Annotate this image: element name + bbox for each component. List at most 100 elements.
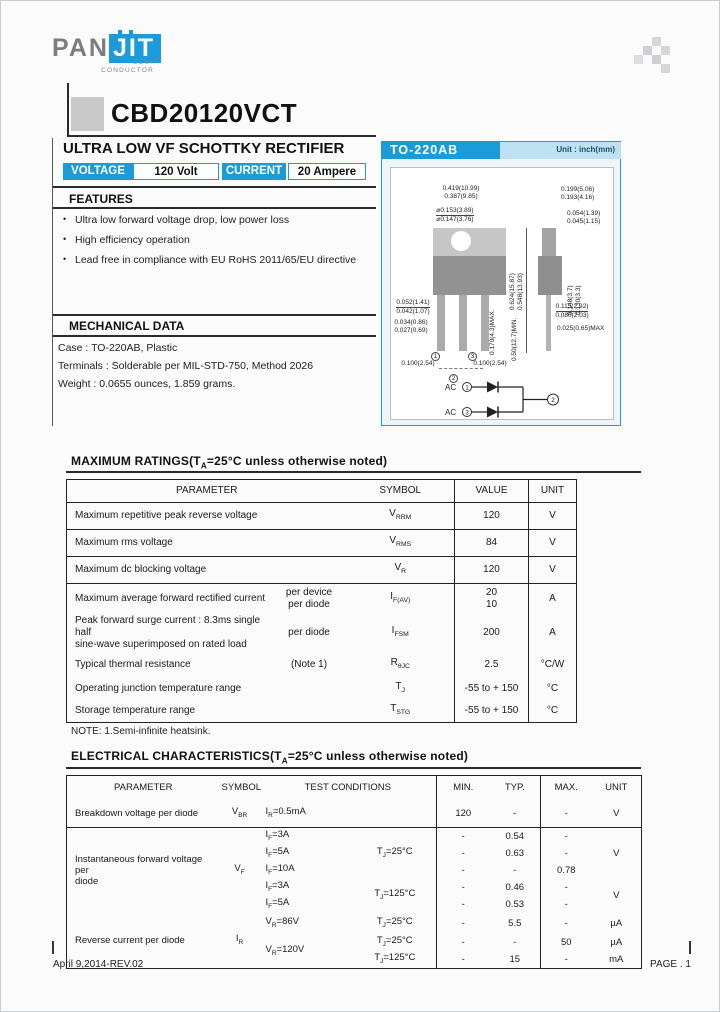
cell-cond: per device per diode [285,586,333,610]
cell-temp [353,799,437,828]
table-row: Reverse current per diode IR VR=86V TJ=25°C… [67,912,642,946]
cell-unit: V [528,502,577,530]
cell-param: Maximum rms voltage [66,529,272,557]
current-value: 20 Ampere [288,163,366,180]
cell-unit: µA [610,937,623,949]
cell-unit: V [613,847,620,859]
cell-cond [272,701,347,723]
dim-body-offset: 0.170(4.3)MAX. [489,309,496,355]
cell-max: - [540,951,592,969]
package-heading: TO-220AB [382,142,500,159]
left-column-rule [52,138,53,426]
dim-lead-thickness: 0.034(0.86) 0.027(0.69) [394,319,428,334]
cell-val: 120 [454,502,529,530]
cell-typ: 15 [509,954,521,966]
max-ratings-heading: MAXIMUM RATINGS(TA=25°C unless otherwise… [71,454,388,471]
cell-sym: RθJC [390,656,410,670]
feature-item: Lead free in compliance with EU RoHS 201… [63,254,373,266]
cell-param: Reverse current per diode [75,934,185,946]
footer-right-tick [689,941,691,954]
mechanical-heading: MECHANICAL DATA [69,319,185,333]
cell-cond [271,556,347,584]
note-text: NOTE: 1.Semi-infinite heatsink. [71,726,211,737]
cell-typ: 0.63 [505,847,525,859]
table-row: Maximum average forward rectified curren… [67,583,577,614]
features-heading: FEATURES [69,192,133,206]
brand-logo: PAN JIT [52,34,162,63]
col-header-conditions: TEST CONDITIONS [304,782,391,794]
dim-width: 0.419(10.99) 0.387(9.85) [442,185,480,200]
mechanical-line: Weight : 0.0655 ounces, 1.859 grams. [58,378,236,390]
package-body-side [538,256,562,295]
table-header-row: PARAMETER SYMBOL VALUE UNIT [66,479,577,503]
cell-val: 20 10 [454,583,529,614]
subtitle: ULTRA LOW VF SCHOTTKY RECTIFIER [63,140,345,157]
cell-sym: IR [235,932,244,946]
max-ratings-rule [66,471,641,473]
col-header-unit: UNIT [605,782,628,794]
cell-min: - [436,912,490,935]
features-list: Ultra low forward voltage drop, low powe… [63,214,373,274]
mechanical-bottom-rule [53,335,376,337]
cell-unit: V [528,556,577,584]
cell-param: Maximum repetitive peak reverse voltage [66,502,272,530]
lead-1 [437,295,445,351]
dim-tab-thickness: 0.054(1.39) 0.045(1.15) [567,210,601,225]
col-header-parameter: PARAMETER [114,782,173,794]
cell-param: Storage temperature range [75,705,196,717]
logo-jit-text: JIT [108,34,162,63]
cell-param: Instantaneous forward voltage per diode [75,853,203,887]
cell-cond: IF=10A [265,862,295,876]
cell-unit: °C [528,677,577,701]
dim-pitch-right: 0.100(2.54) [473,360,507,367]
schematic-pin-bottom: 3 [465,411,469,417]
package-outline-box: TO-220AB Unit : inch(mm) 0.419(10.99) 0.… [381,141,621,426]
cell-max: - [540,878,592,896]
cell-typ: 0.54 [505,830,525,842]
cell-sym: VBR [219,799,260,828]
dim-standoff: 0.025(0.65)MAX [557,325,605,332]
cell-val: 2.5 [454,651,529,678]
electrical-heading: ELECTRICAL CHARACTERISTICS(TA=25°C unles… [71,749,469,766]
logo-subtext: SEMI CONDUCTOR [101,59,154,74]
cell-unit: °C/W [528,651,577,678]
cell-unit: A [528,583,577,614]
table-row: Instantaneous forward voltage per diode VF… [67,827,642,887]
cell-temp: TJ=125°C [374,888,416,901]
cell-max: - [540,799,592,828]
table-row: VR=120V TJ=25°C - - 50 µA [67,934,642,957]
cell-typ: 0.46 [505,881,525,893]
cell-param: Peak forward surge current : 8.3ms singl… [75,614,261,650]
schematic-ac-bottom-label: AC [445,408,456,417]
table-row: IF=3A TJ=125°C - 0.46 - V [67,878,642,901]
cell-val: 84 [454,529,529,557]
dim-lead-width: 0.052(1.41) 0.042(1.07) [396,299,430,315]
cell-sym: VR [346,556,455,584]
cell-min: - [436,934,490,952]
cell-min: 120 [436,799,490,828]
cell-typ: - [513,864,517,876]
dim-pitch-left: 0.100(2.54) [401,360,435,367]
feature-item: Ultra low forward voltage drop, low powe… [63,214,373,226]
cell-temp: TJ=25°C [376,916,413,929]
cell-cond: IF=5A [265,896,290,910]
package-unit-label: Unit : inch(mm) [500,142,621,159]
cell-typ: - [513,937,517,949]
cell-param: Breakdown voltage per diode [66,799,220,828]
cell-max: - [540,844,592,862]
mechanical-line: Terminals : Solderable per MIL-STD-750, … [58,360,314,372]
page-title: CBD20120VCT [111,98,298,128]
cell-param: Typical thermal resistance [75,658,191,670]
col-header-symbol: SYMBOL [221,782,262,794]
cell-max: - [540,912,592,935]
features-top-rule [53,186,376,188]
pin-3-callout: 3 [468,352,477,361]
lead-3 [481,295,489,351]
electrical-table: PARAMETER SYMBOL TEST CONDITIONS MIN. TY… [66,775,643,970]
mechanical-data: Case : TO-220AB, Plastic Terminals : Sold… [58,342,373,396]
mechanical-line: Case : TO-220AB, Plastic [58,342,178,354]
cell-val: 120 [454,556,529,584]
schematic-pin-top: 1 [465,386,469,392]
features-bottom-rule [53,207,376,209]
cell-cond: per diode [288,626,330,638]
